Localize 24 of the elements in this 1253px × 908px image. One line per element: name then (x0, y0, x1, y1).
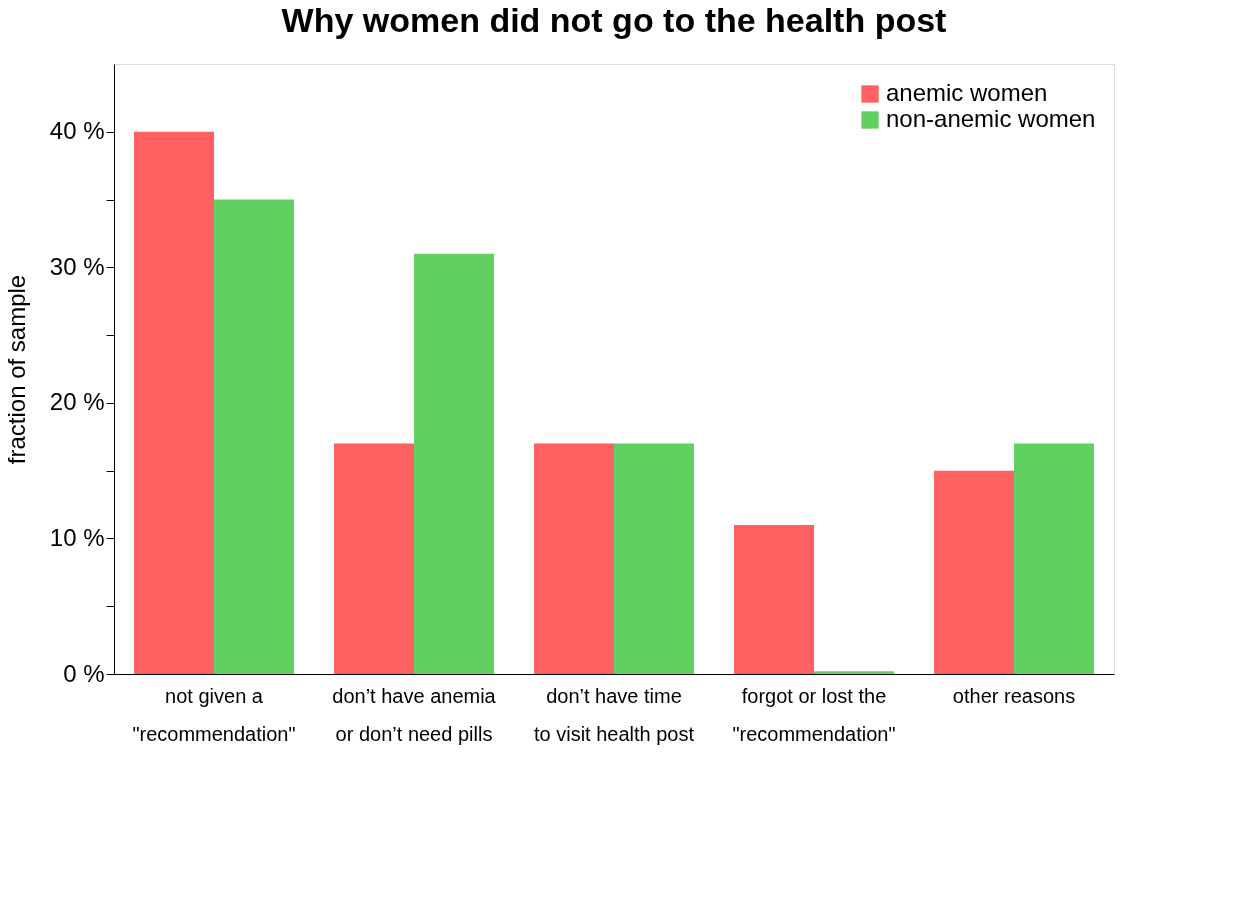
x-tick-label: other reasons (952, 684, 1076, 707)
bar (934, 470, 1014, 674)
x-tick-label: forgot or lost the "recommendation" (732, 684, 896, 745)
legend-label: non-anemic women (886, 105, 1096, 132)
y-tick-label: 40 % (49, 117, 105, 145)
x-tick-label: not given a "recommendation" (132, 684, 296, 745)
bar (1014, 443, 1094, 674)
x-tick-label: don’t have time to visit health post (533, 684, 695, 745)
bar (534, 443, 614, 674)
legend-label: anemic women (886, 79, 1048, 106)
x-tick-label: don’t have anemia or don’t need pills (332, 684, 497, 745)
y-tick-label: 0 % (63, 659, 105, 687)
y-tick-label: 30 % (49, 252, 105, 280)
y-tick-label: 20 % (49, 388, 105, 416)
chart-title: Why women did not go to the health post (281, 1, 947, 39)
bar (214, 199, 294, 674)
bar (134, 131, 214, 674)
bar (334, 443, 414, 674)
bar (414, 253, 494, 674)
y-axis-title: fraction of sample (2, 274, 30, 465)
bar (814, 671, 894, 674)
bar (734, 524, 814, 674)
y-tick-label: 10 % (49, 523, 105, 551)
bar (614, 443, 694, 674)
